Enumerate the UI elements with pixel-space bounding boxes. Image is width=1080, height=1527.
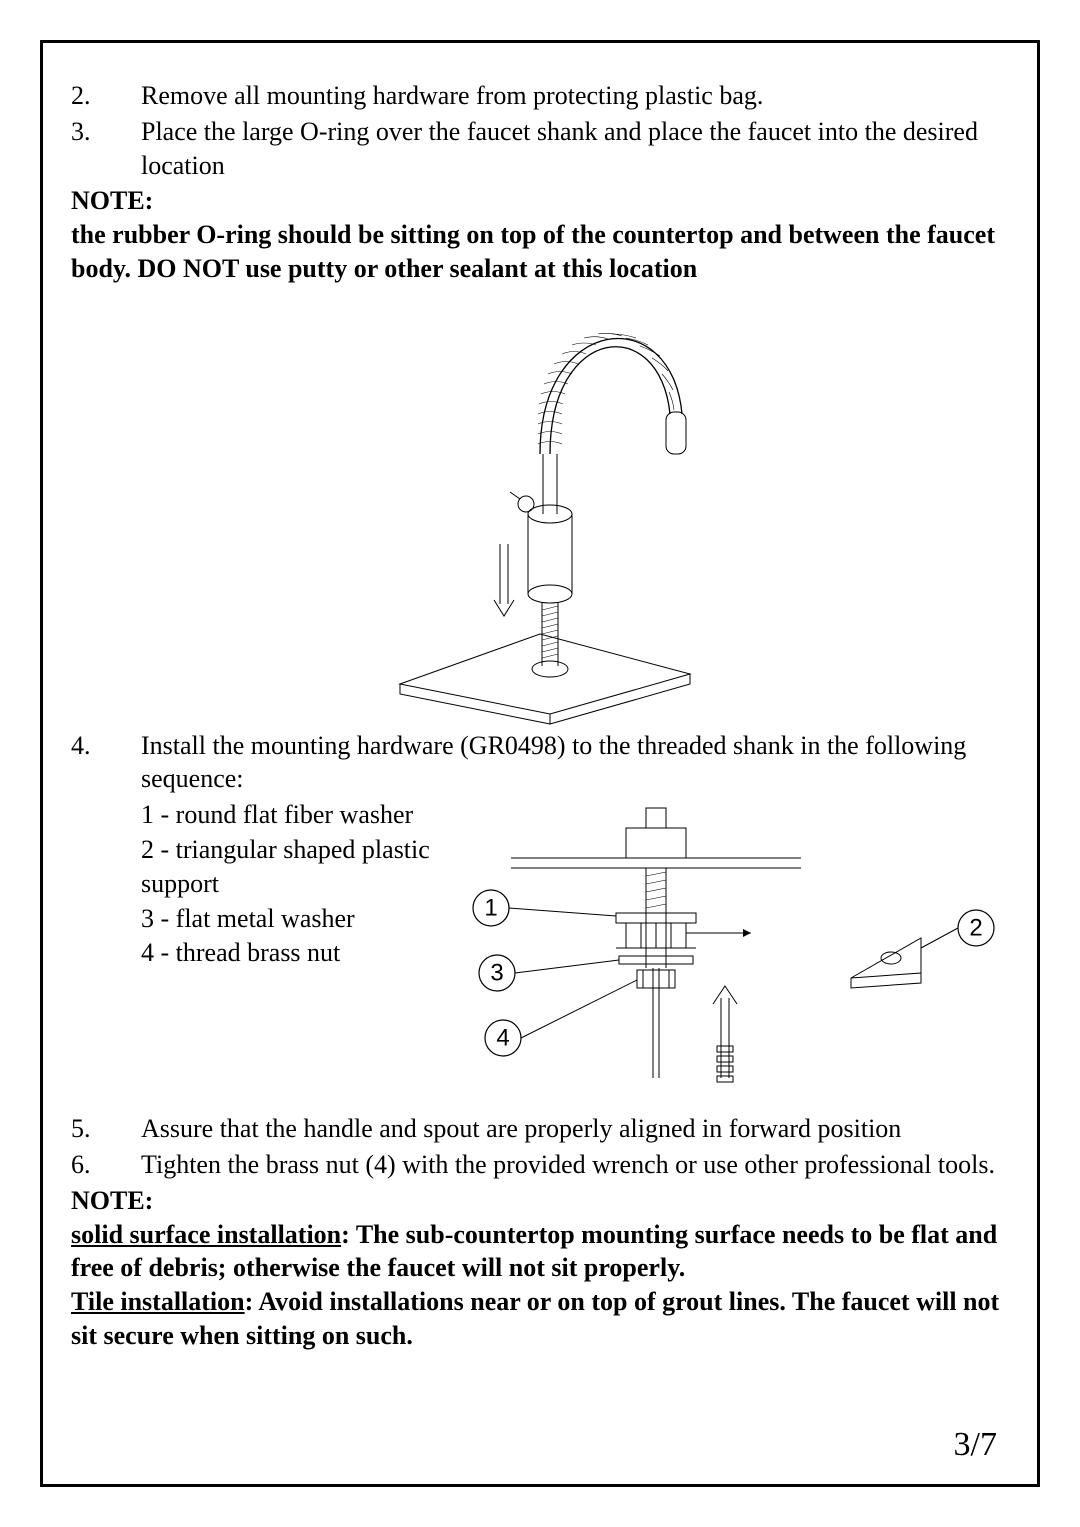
step-number: 6. — [71, 1148, 141, 1182]
page: 2. Remove all mounting hardware from pro… — [0, 0, 1080, 1527]
step-number: 2. — [71, 79, 141, 113]
callout-1: 1 — [473, 890, 509, 926]
sequence-item-2: 2 - triangular shaped plastic support — [141, 833, 443, 901]
step-number: 3. — [71, 115, 141, 183]
wrench-icon — [713, 986, 737, 1082]
callout-2: 2 — [958, 910, 994, 946]
note-label-2: NOTE: — [71, 1184, 1009, 1218]
note2-line2: Tile installation: Avoid installations n… — [71, 1285, 1009, 1353]
callout-4-label: 4 — [496, 1025, 509, 1052]
step-text: Remove all mounting hardware from protec… — [141, 79, 1009, 113]
figure-2: 1 2 3 4 — [451, 798, 1011, 1098]
step-number: 4. — [71, 729, 141, 797]
step-4: 4. Install the mounting hardware (GR0498… — [71, 729, 1009, 797]
spacer — [71, 1098, 1009, 1112]
note2-line1-underline: solid surface installation — [71, 1220, 341, 1249]
step-6: 6. Tighten the brass nut (4) with the pr… — [71, 1148, 1009, 1182]
callout-1-label: 1 — [484, 895, 497, 922]
content: 2. Remove all mounting hardware from pro… — [71, 79, 1009, 1353]
callout-3: 3 — [479, 955, 515, 991]
callout-3-label: 3 — [490, 960, 503, 987]
sequence-item-3: 3 - flat metal washer — [141, 902, 443, 936]
sequence-item-4: 4 - thread brass nut — [141, 936, 443, 970]
page-number: 3/7 — [954, 1426, 997, 1464]
triangular-support-icon — [851, 938, 921, 988]
step-number: 5. — [71, 1112, 141, 1146]
callout-4: 4 — [485, 1020, 521, 1056]
page-border: 2. Remove all mounting hardware from pro… — [40, 40, 1040, 1487]
step-text: Install the mounting hardware (GR0498) t… — [141, 729, 1009, 797]
step-2: 2. Remove all mounting hardware from pro… — [71, 79, 1009, 113]
callout-2-label: 2 — [969, 915, 982, 942]
step-5: 5. Assure that the handle and spout are … — [71, 1112, 1009, 1146]
mounting-hardware-diagram: 1 2 3 4 — [451, 798, 1011, 1098]
note2-line1: solid surface installation: The sub-coun… — [71, 1218, 1009, 1286]
sequence-list: 1 - round flat fiber washer 2 - triangul… — [71, 798, 451, 971]
figure-1 — [71, 294, 1009, 723]
sequence-item-1: 1 - round flat fiber washer — [141, 798, 443, 832]
faucet-install-diagram — [360, 294, 720, 714]
note2-line2-underline: Tile installation — [71, 1287, 245, 1316]
note-body: the rubber O-ring should be sitting on t… — [71, 218, 1009, 286]
step-text: Assure that the handle and spout are pro… — [141, 1112, 1009, 1146]
step-text: Tighten the brass nut (4) with the provi… — [141, 1148, 1009, 1182]
step-4-detail: 1 - round flat fiber washer 2 - triangul… — [71, 798, 1009, 1098]
note-label: NOTE: — [71, 184, 1009, 218]
step-text: Place the large O-ring over the faucet s… — [141, 115, 1009, 183]
step-3: 3. Place the large O-ring over the fauce… — [71, 115, 1009, 183]
